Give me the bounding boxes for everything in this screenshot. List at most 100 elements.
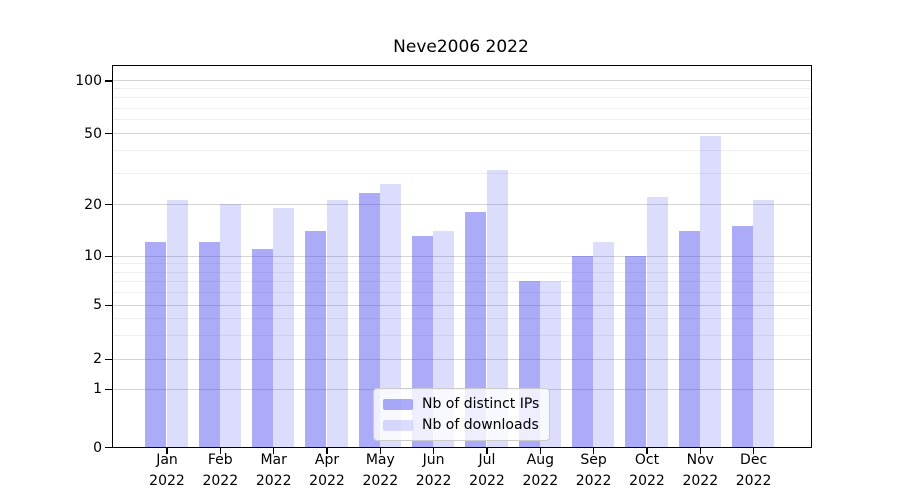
bar-distinct-ips (358, 193, 380, 447)
y-tick-label: 10 (84, 248, 102, 265)
x-tick-label: Apr 2022 (292, 450, 362, 492)
plot-area: Nb of distinct IPs Nb of downloads (112, 65, 812, 448)
x-tick-label: Jan 2022 (132, 450, 202, 492)
legend-swatch (383, 398, 413, 410)
x-tick-month: Jun (422, 452, 445, 468)
x-tick-label: Sep 2022 (559, 450, 629, 492)
x-tick-year: 2022 (682, 473, 719, 489)
x-tick-year: 2022 (415, 473, 452, 489)
bar-distinct-ips (625, 255, 647, 447)
x-tick-label: Nov 2022 (665, 450, 735, 492)
x-tick-mark (219, 447, 222, 454)
legend-swatch (383, 419, 413, 431)
x-tick-year: 2022 (309, 473, 345, 489)
y-tick-mark (105, 80, 113, 82)
y-tick-mark (105, 255, 113, 257)
bar-distinct-ips (145, 242, 167, 447)
bar-distinct-ips (198, 242, 220, 447)
y-tick-mark (105, 446, 113, 449)
gridline-major (113, 133, 811, 135)
gridline-major (113, 358, 811, 360)
gridline-minor (113, 335, 811, 336)
x-tick-year: 2022 (202, 473, 239, 489)
y-tick-mark (105, 388, 113, 391)
x-tick-month: Feb (207, 452, 233, 468)
gridline-minor (113, 291, 811, 293)
x-tick-mark (752, 447, 755, 454)
x-tick-year: 2022 (629, 473, 665, 489)
bar-distinct-ips (305, 230, 327, 447)
gridline-major (113, 255, 811, 257)
y-tick-mark (105, 304, 113, 307)
y-tick-label: 100 (75, 72, 102, 89)
bar-downloads (219, 204, 242, 447)
x-tick-mark (592, 447, 595, 454)
x-tick-year: 2022 (735, 473, 772, 489)
legend: Nb of distinct IPs Nb of downloads (373, 388, 551, 441)
x-tick-label: Jun 2022 (399, 450, 469, 492)
bar-distinct-ips (571, 255, 594, 447)
bar-downloads (486, 170, 508, 447)
x-tick-month: Jul (478, 452, 496, 468)
y-tick-mark (105, 358, 113, 361)
x-tick-year: 2022 (149, 473, 185, 489)
bar-downloads (273, 208, 295, 447)
bar-downloads (326, 200, 348, 447)
x-tick-month: Sep (580, 452, 607, 468)
x-tick-year: 2022 (255, 473, 292, 489)
gridline-minor (113, 281, 811, 282)
y-tick-label: 2 (93, 351, 102, 368)
chart-title: Neve2006 2022 (393, 37, 529, 57)
bar-downloads (379, 183, 402, 447)
bar-distinct-ips (251, 248, 274, 447)
bar-distinct-ips (731, 225, 754, 447)
x-tick-mark (432, 447, 435, 454)
x-tick-label: Dec 2022 (719, 450, 789, 492)
x-tick-year: 2022 (469, 473, 505, 489)
x-tick-mark (539, 447, 542, 454)
gridline-minor (113, 107, 811, 109)
legend-item: Nb of distinct IPs (383, 396, 539, 412)
bar-downloads (699, 136, 722, 447)
y-tick-label: 50 (84, 125, 102, 142)
gridline-minor (113, 88, 811, 90)
x-tick-label: Jul 2022 (452, 450, 522, 492)
x-tick-mark (699, 447, 701, 454)
legend-label: Nb of downloads (422, 417, 539, 433)
gridline-major (113, 304, 811, 306)
legend-item: Nb of downloads (383, 417, 539, 433)
x-tick-mark (326, 447, 328, 454)
x-tick-month: Dec (740, 452, 768, 468)
bar-downloads (753, 200, 775, 447)
x-tick-month: Oct (634, 452, 660, 468)
bar-distinct-ips (678, 230, 700, 447)
x-tick-month: Mar (260, 452, 287, 468)
legend-label: Nb of distinct IPs (422, 396, 540, 412)
x-tick-mark (646, 447, 648, 454)
gridline-minor (113, 150, 811, 152)
gridline-minor (113, 271, 811, 273)
x-tick-month: Aug (526, 452, 554, 468)
x-tick-label: Aug 2022 (505, 450, 575, 492)
x-tick-month: May (365, 452, 395, 468)
y-tick-label: 1 (93, 381, 102, 398)
y-tick-label: 20 (84, 196, 102, 213)
bar-downloads (166, 200, 188, 447)
gridline-minor (113, 119, 811, 121)
x-tick-mark (486, 447, 488, 454)
x-tick-mark (272, 447, 275, 454)
x-tick-mark (379, 447, 382, 454)
y-tick-label: 5 (93, 297, 102, 314)
x-tick-label: Oct 2022 (612, 450, 682, 492)
x-tick-label: May 2022 (345, 450, 415, 492)
y-tick-mark (105, 203, 113, 206)
gridline-minor (113, 318, 811, 319)
x-tick-label: Feb 2022 (185, 450, 255, 492)
bar-downloads (593, 242, 615, 447)
gridline-major (113, 80, 811, 82)
gridline-minor (113, 97, 811, 99)
x-tick-month: Jan (156, 452, 178, 468)
y-tick-mark (105, 132, 113, 135)
bar-downloads (646, 196, 668, 447)
